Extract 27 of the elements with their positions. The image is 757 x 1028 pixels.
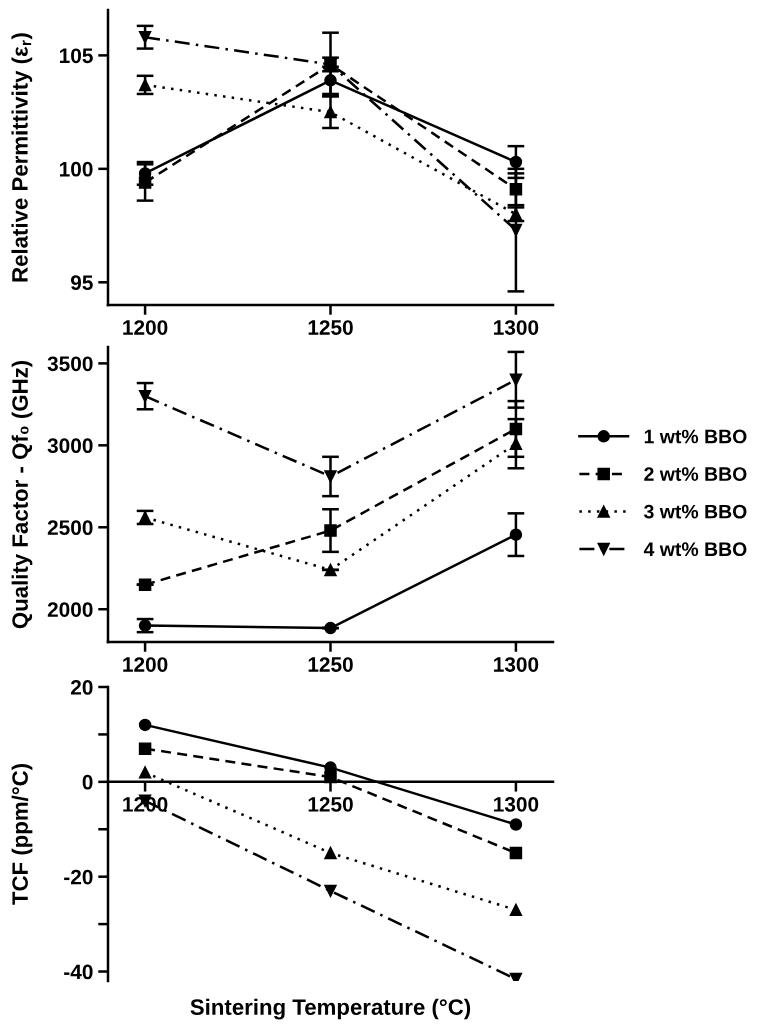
x-tick-label: 1300: [494, 320, 539, 335]
legend-label: 1 wt% BBO: [644, 429, 747, 444]
y-axis-title: Quality Factor - Qf₀ (GHz): [11, 360, 33, 629]
x-tick-label: 1250: [308, 796, 353, 812]
y-tick-label: -20: [64, 869, 93, 885]
y-axis-title: TCF (ppm/°C): [11, 764, 33, 905]
y-tick-label: 2000: [47, 602, 93, 617]
x-tick-label: 1200: [123, 657, 168, 672]
y-tick-label: 3500: [47, 356, 93, 372]
x-tick-label: 1250: [308, 320, 353, 335]
y-tick-label: 0: [82, 774, 93, 790]
x-tick-label: 1200: [123, 320, 168, 335]
y-tick-label: -40: [64, 964, 93, 980]
x-tick-label: 1250: [308, 657, 353, 672]
x-axis-title: Sintering Temperature (°C): [190, 998, 471, 1020]
x-tick-label: 1300: [494, 657, 539, 672]
y-tick-label: 2500: [47, 520, 93, 536]
y-axis-title: Relative Permittivity (ε$_{r}$): [11, 33, 33, 282]
y-tick-label: 3000: [47, 438, 93, 454]
y-tick-label: 95: [70, 275, 93, 291]
x-tick-label: 1300: [494, 796, 539, 812]
legend-label: 3 wt% BBO: [644, 504, 747, 519]
legend-label: 2 wt% BBO: [644, 467, 747, 481]
legend-label: 4 wt% BBO: [643, 542, 747, 557]
y-tick-label: 20: [70, 680, 93, 695]
y-tick-label: 105: [59, 48, 93, 64]
y-tick-label: 100: [59, 161, 93, 177]
